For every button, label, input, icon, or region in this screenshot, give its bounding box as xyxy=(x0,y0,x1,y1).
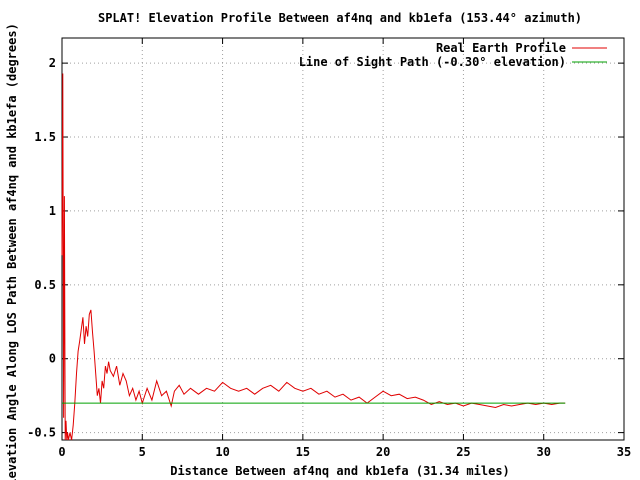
legend-label-real-earth: Real Earth Profile xyxy=(436,41,566,55)
y-tick-label: 2 xyxy=(49,56,56,70)
y-axis-label: Elevation Angle Along LOS Path Between a… xyxy=(5,23,19,480)
y-tick-label: -0.5 xyxy=(27,426,56,440)
x-tick-label: 25 xyxy=(456,445,470,459)
x-tick-label: 5 xyxy=(139,445,146,459)
x-tick-label: 0 xyxy=(58,445,65,459)
y-tick-label: 0 xyxy=(49,352,56,366)
x-axis-ticks: 0 5 10 15 20 25 30 35 xyxy=(58,38,631,459)
series-line-real-earth xyxy=(61,73,566,441)
legend: Real Earth Profile Line of Sight Path (-… xyxy=(299,41,607,69)
x-tick-label: 35 xyxy=(617,445,631,459)
series-lines xyxy=(61,73,566,441)
y-tick-label: 1.5 xyxy=(34,130,56,144)
grid-lines xyxy=(62,38,624,440)
chart-title: SPLAT! Elevation Profile Between af4nq a… xyxy=(98,11,582,25)
x-tick-label: 10 xyxy=(215,445,229,459)
x-axis-label: Distance Between af4nq and kb1efa (31.34… xyxy=(170,464,510,478)
y-tick-label: 1 xyxy=(49,204,56,218)
y-axis-ticks: -0.5 0 0.5 1 1.5 2 xyxy=(27,56,624,440)
legend-label-line-of-sight: Line of Sight Path (-0.30° elevation) xyxy=(299,55,566,69)
x-tick-label: 20 xyxy=(376,445,390,459)
plot-frame xyxy=(61,37,625,441)
x-tick-label: 30 xyxy=(536,445,550,459)
y-tick-label: 0.5 xyxy=(34,278,56,292)
x-tick-label: 15 xyxy=(296,445,310,459)
